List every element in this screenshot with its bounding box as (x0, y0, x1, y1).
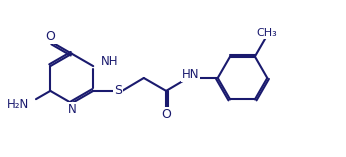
Text: H₂N: H₂N (7, 98, 29, 111)
Text: HN: HN (181, 68, 199, 81)
Text: S: S (114, 84, 122, 97)
Text: CH₃: CH₃ (256, 28, 277, 38)
Text: N: N (67, 103, 76, 116)
Text: O: O (161, 108, 171, 122)
Text: O: O (46, 30, 56, 43)
Text: NH: NH (101, 55, 118, 68)
